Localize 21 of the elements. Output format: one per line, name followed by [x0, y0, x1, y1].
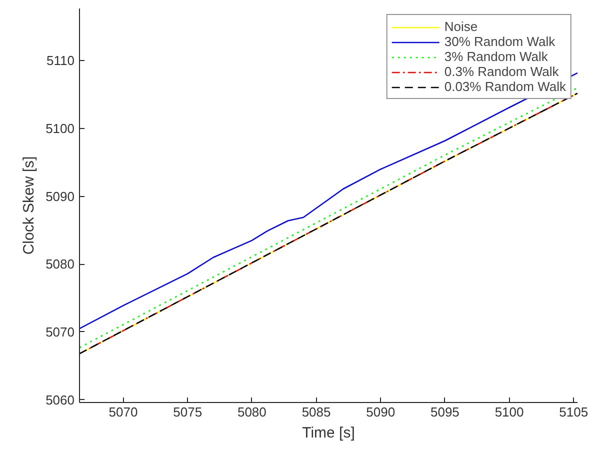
y-tick-label: 5110: [46, 53, 75, 68]
x-tick-label: 5070: [108, 404, 138, 420]
y-tick-label: 5060: [46, 392, 74, 408]
x-tick-label: 5085: [302, 404, 331, 420]
legend-label: 0.3% Random Walk: [444, 64, 559, 79]
x-tick-label: 5100: [494, 404, 524, 420]
x-tick-label: 5090: [366, 404, 396, 420]
x-tick-label: 5075: [173, 404, 202, 420]
legend-label: 3% Random Walk: [444, 49, 548, 64]
y-tick-label: 5080: [46, 256, 74, 272]
legend-label: 30% Random Walk: [444, 34, 556, 49]
x-tick-label: 5105: [559, 404, 588, 420]
x-axis-title: Time [s]: [302, 424, 355, 442]
y-tick-label: 5090: [46, 188, 74, 204]
legend-label: 0.03% Random Walk: [444, 79, 566, 94]
x-tick-label: 5080: [237, 404, 266, 420]
y-tick-label: 5070: [46, 324, 74, 340]
x-tick-label: 5095: [430, 404, 460, 420]
legend-label: Noise: [444, 19, 478, 34]
y-axis-title: Clock Skew [s]: [20, 156, 38, 255]
y-tick-label: 5100: [46, 121, 74, 136]
